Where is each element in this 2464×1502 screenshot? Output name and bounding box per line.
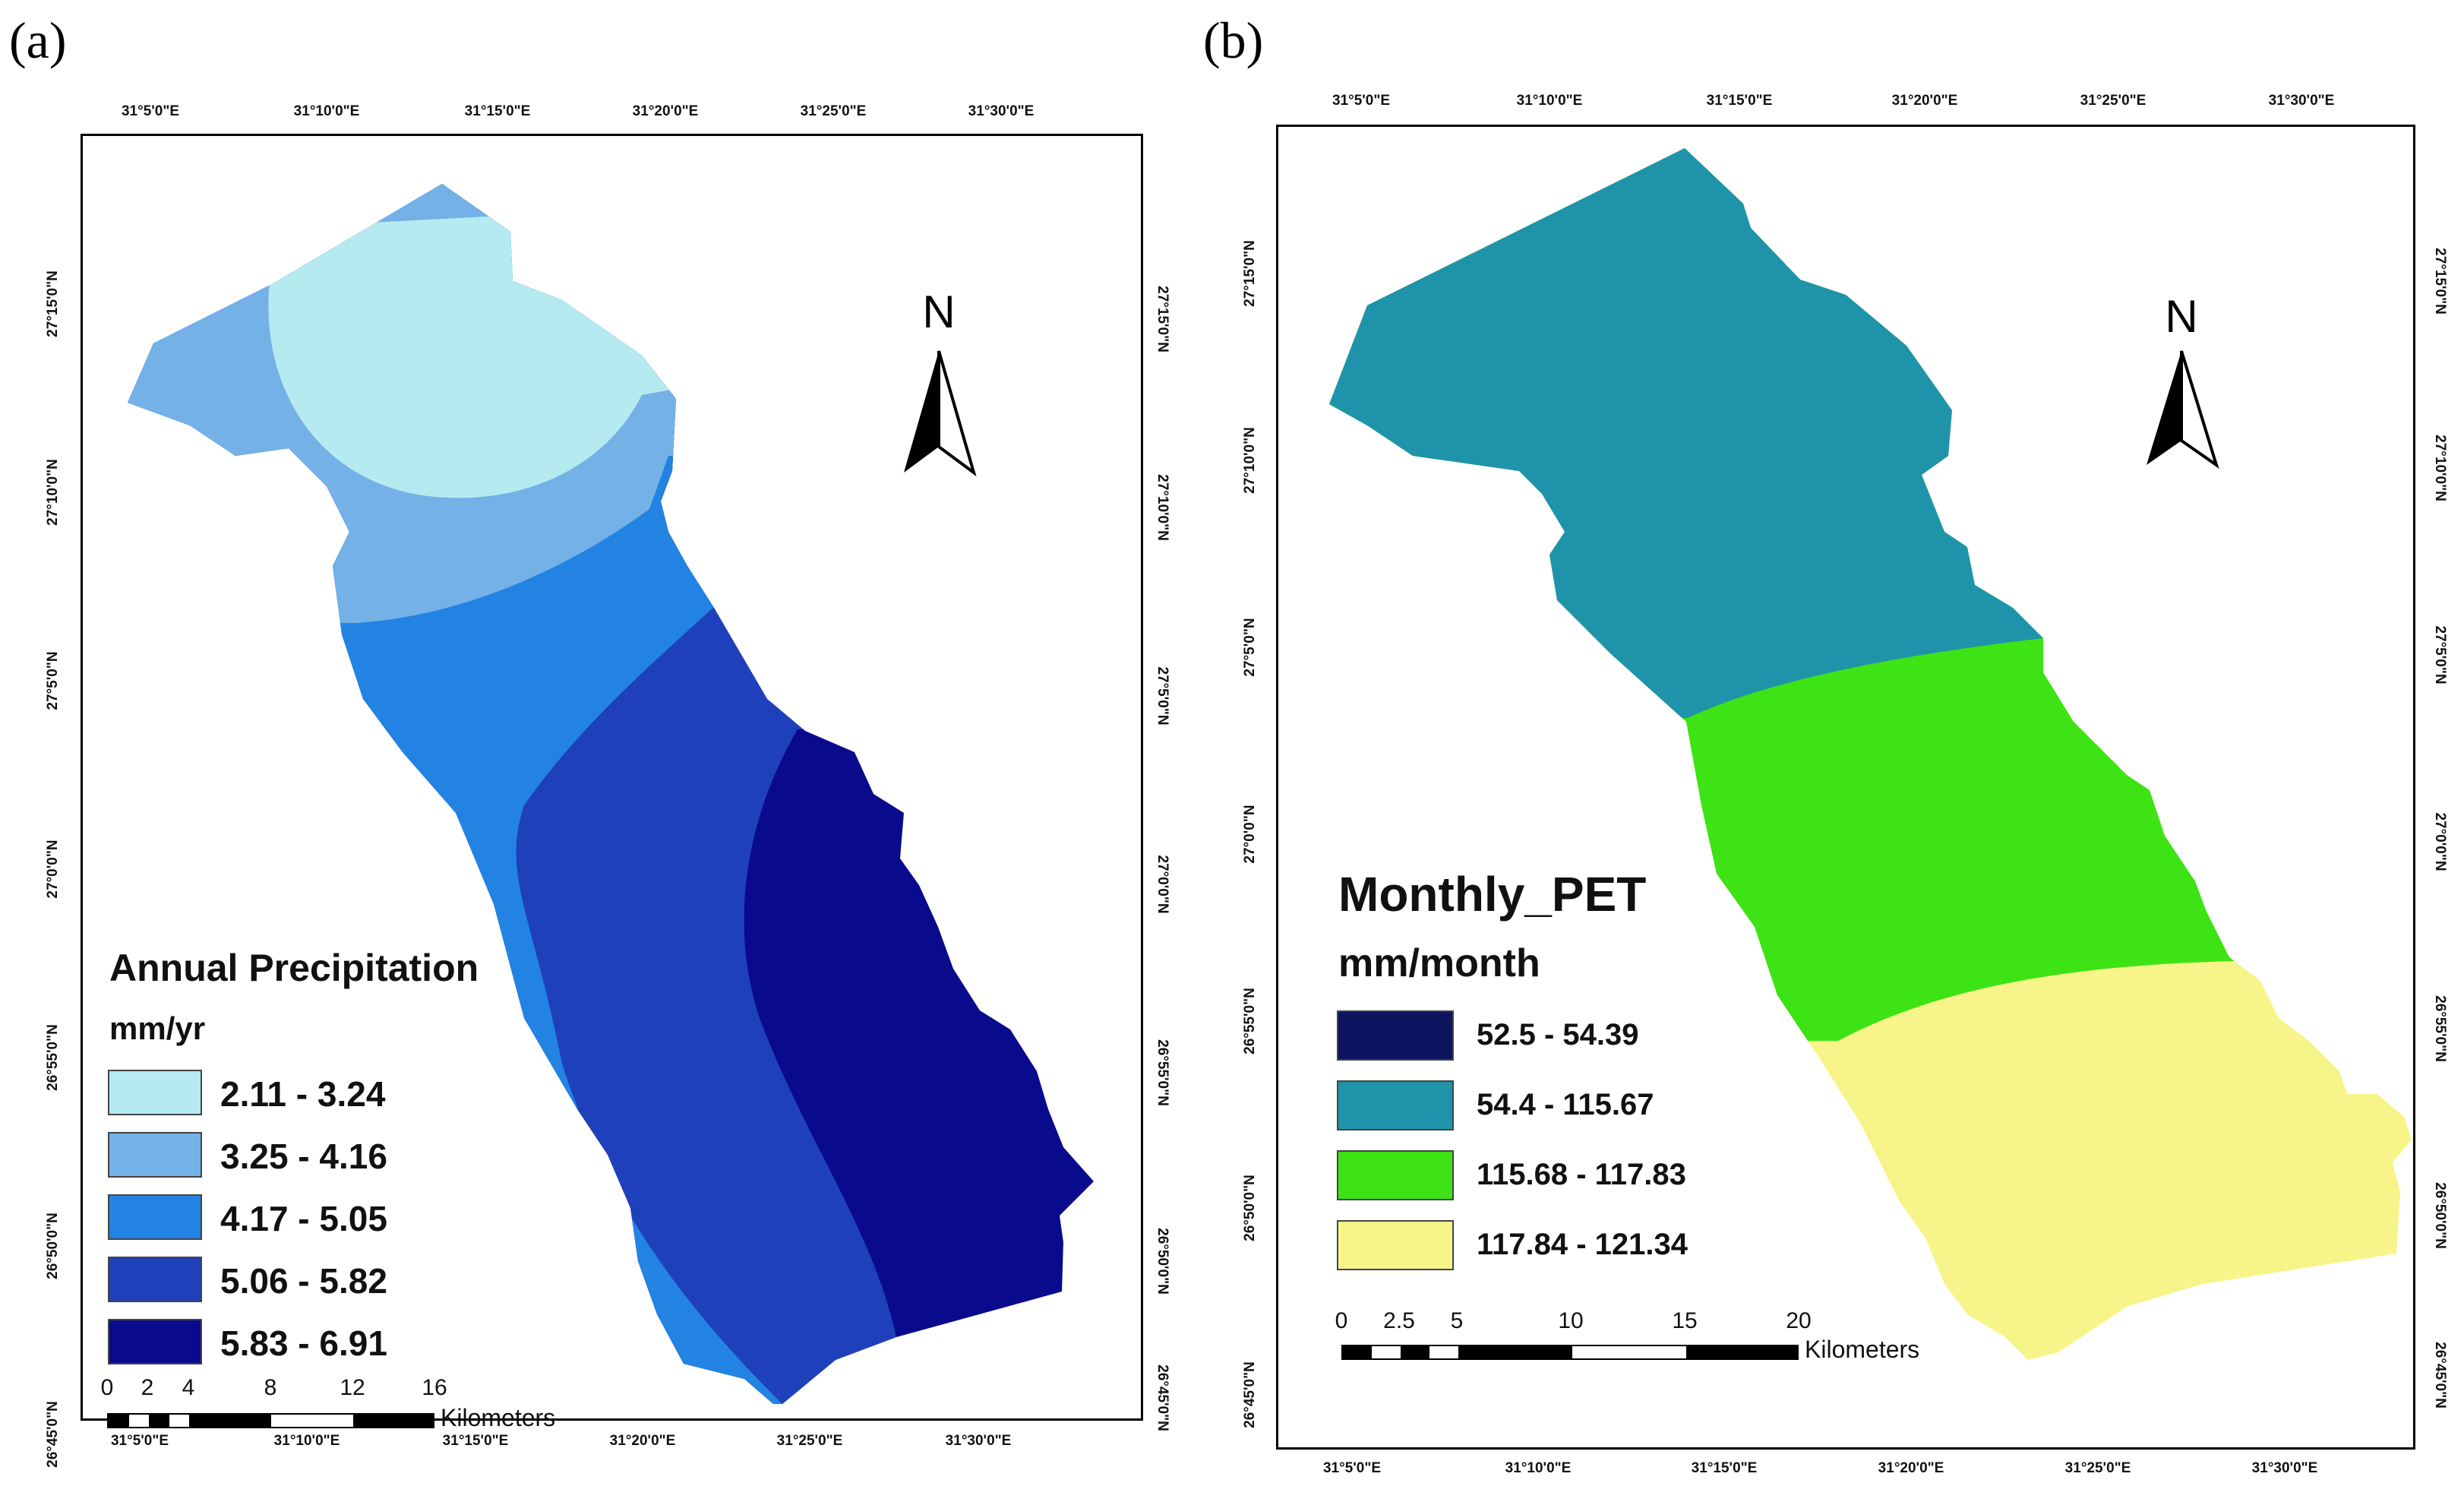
panel-a-precipitation-map [128, 184, 1094, 1404]
panel-b-top-tick: 31°25'0"E [2080, 93, 2147, 109]
precip-legend-swatch-1 [108, 1070, 202, 1115]
precip-legend-range-5: 5.83 - 6.91 [220, 1323, 387, 1363]
pet-legend-range-4: 117.84 - 121.34 [1477, 1228, 1688, 1261]
panel-b-scale-number: 15 [1672, 1308, 1698, 1333]
pet-zone-2 [1329, 148, 2412, 718]
panel-a-bottom-tick: 31°15'0"E [442, 1433, 509, 1449]
panel-b-north-label: N [2165, 291, 2198, 342]
panel-a-bottom-tick: 31°10'0"E [273, 1433, 340, 1449]
panel-a-top-tick: 31°5'0"E [121, 103, 180, 119]
panel-b-bottom-tick: 31°20'0"E [1878, 1460, 1944, 1476]
panel-b-scale-bar [1341, 1345, 1799, 1360]
pet-legend-range-3: 115.68 - 117.83 [1477, 1158, 1686, 1191]
precip-legend-range-1: 2.11 - 3.24 [220, 1074, 386, 1114]
panel-a-north-label: N [922, 286, 956, 337]
panel-a-scale-number: 16 [422, 1375, 447, 1400]
pet-legend-swatch-2 [1337, 1080, 1454, 1130]
pet-legend-swatch-1 [1337, 1010, 1454, 1061]
pet-legend-swatch-3 [1337, 1150, 1454, 1200]
precip-legend-swatch-2 [108, 1132, 202, 1178]
panel-a-scale-unit: Kilometers [441, 1404, 556, 1431]
pet-legend-range-2: 54.4 - 115.67 [1477, 1088, 1654, 1121]
precip-legend-range-2: 3.25 - 4.16 [220, 1137, 387, 1176]
north-arrow-icon [2147, 350, 2219, 469]
panel-b-bottom-tick: 31°5'0"E [1322, 1460, 1382, 1476]
panel-b-top-tick: 31°5'0"E [1332, 93, 1391, 109]
panel-b-bottom-tick: 31°25'0"E [2064, 1460, 2131, 1476]
precip-legend-range-3: 4.17 - 5.05 [220, 1199, 387, 1238]
panel-b-scale-number: 10 [1558, 1308, 1584, 1333]
panel-a-top-tick: 31°20'0"E [632, 103, 699, 119]
panel-a-scale-number: 8 [264, 1375, 277, 1400]
panel-a-top-tick: 31°15'0"E [464, 103, 531, 119]
panel-b-label: (b) [1203, 11, 1264, 69]
panel-a-top-tick: 31°10'0"E [293, 103, 360, 119]
panel-b-legend-title: Monthly_PET [1338, 867, 1647, 922]
panel-b-top-tick: 31°15'0"E [1706, 93, 1773, 109]
panel-b-top-tick: 31°20'0"E [1891, 93, 1958, 109]
panel-a-bottom-tick: 31°25'0"E [776, 1433, 843, 1449]
panel-b-bottom-tick: 31°30'0"E [2251, 1460, 2318, 1476]
panel-b-scale-number: 20 [1786, 1308, 1812, 1333]
precip-legend-range-4: 5.06 - 5.82 [220, 1261, 387, 1301]
panel-b-legend-unit: mm/month [1338, 941, 1540, 985]
panel-b-top-tick: 31°10'0"E [1516, 93, 1583, 109]
panel-a-bottom-tick: 31°20'0"E [609, 1433, 676, 1449]
panel-a-bottom-tick: 31°30'0"E [945, 1433, 1012, 1449]
pet-legend-swatch-4 [1337, 1220, 1454, 1270]
panel-a-scale-number: 2 [141, 1375, 154, 1400]
precip-legend-swatch-3 [108, 1194, 202, 1240]
panel-a-label: (a) [9, 11, 67, 69]
panel-b-scale-number: 0 [1335, 1308, 1348, 1333]
pet-legend-range-1: 52.5 - 54.39 [1477, 1018, 1639, 1051]
precip-legend-swatch-5 [108, 1319, 202, 1364]
precip-legend-swatch-4 [108, 1257, 202, 1302]
panel-b-scale-number: 2.5 [1383, 1308, 1415, 1333]
panel-a-legend-unit: mm/yr [109, 1010, 206, 1046]
panel-b-bottom-tick: 31°10'0"E [1505, 1460, 1572, 1476]
panel-b-bottom-tick: 31°15'0"E [1691, 1460, 1758, 1476]
panel-a-scale-bar [107, 1413, 434, 1428]
panel-b-scale-unit: Kilometers [1805, 1336, 1920, 1363]
north-arrow-icon [904, 350, 977, 477]
panel-b-scale-number: 5 [1450, 1308, 1464, 1333]
panel-a-scale-number: 4 [182, 1375, 195, 1400]
panel-b-top-tick: 31°30'0"E [2268, 93, 2335, 109]
panel-a-scale-number: 0 [100, 1375, 114, 1400]
panel-a-legend-title: Annual Precipitation [109, 947, 479, 989]
panel-a-bottom-tick: 31°5'0"E [110, 1433, 169, 1449]
panel-a-top-tick: 31°25'0"E [800, 103, 867, 119]
panel-a-scale-number: 12 [340, 1375, 365, 1400]
panel-a-top-tick: 31°30'0"E [968, 103, 1035, 119]
